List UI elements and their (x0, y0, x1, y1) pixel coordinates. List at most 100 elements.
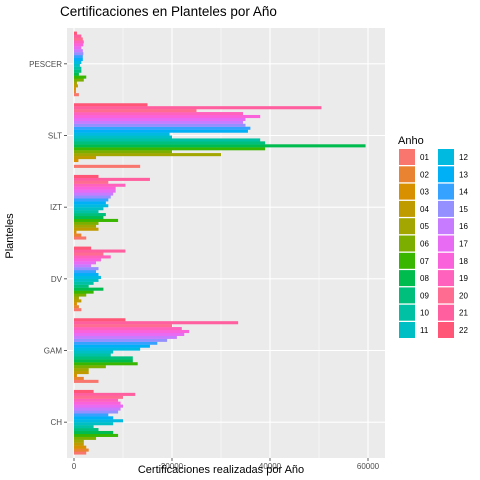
legend-label-10: 10 (420, 309, 429, 318)
bar-DV-05 (74, 296, 79, 300)
bar-GAM-22 (74, 318, 126, 322)
bar-DV-01 (74, 308, 82, 312)
bar-CH-06 (74, 436, 97, 440)
bar-SLT-04 (74, 156, 97, 160)
bar-DV-11 (74, 278, 99, 282)
bar-GAM-03 (74, 373, 77, 378)
bar-IZT-01 (74, 236, 87, 240)
bar-PESCER-07 (74, 75, 87, 79)
bar-IZT-17 (74, 189, 116, 193)
bar-IZT-12 (74, 204, 109, 208)
x-tick-label: 20000 (161, 462, 184, 471)
x-tick-label: 0 (72, 462, 77, 471)
bar-DV-14 (74, 270, 97, 274)
legend-key-01 (399, 149, 415, 165)
bar-CH-16 (74, 407, 121, 411)
bar-GAM-12 (74, 347, 141, 351)
bar-GAM-04 (74, 371, 89, 375)
legend-label-05: 05 (420, 222, 429, 231)
legend-key-04 (399, 200, 415, 217)
bar-DV-13 (74, 272, 99, 277)
legend-key-02 (399, 166, 415, 183)
bar-DV-18 (74, 258, 101, 262)
legend-label-20: 20 (459, 291, 468, 300)
bar-IZT-09 (74, 213, 106, 217)
bar-SLT-14 (74, 126, 251, 130)
bar-PESCER-18 (74, 43, 84, 47)
bar-CH-12 (74, 419, 123, 423)
bar-GAM-08 (74, 359, 133, 363)
legend-label-12: 12 (459, 153, 468, 162)
bar-GAM-17 (74, 332, 185, 336)
bar-SLT-08 (74, 144, 366, 148)
bar-GAM-14 (74, 341, 158, 345)
bar-DV-07 (74, 290, 94, 294)
legend-label-03: 03 (420, 188, 429, 197)
bar-GAM-06 (74, 365, 106, 369)
x-axis-title: Certificaciones realizadas por Año (138, 464, 304, 476)
bar-CH-19 (74, 398, 119, 402)
bar-DV-03 (74, 302, 77, 306)
y-axis: CH GAM DV IZT SLT PESCER (29, 60, 67, 427)
legend: 01 02 03 04 05 06 07 08 09 10 11 12 13 14 15 16 17 18 19 20… (399, 149, 468, 338)
bar-SLT-11 (74, 135, 172, 139)
bar-SLT-07 (74, 147, 266, 151)
bar-GAM-02 (74, 376, 84, 380)
bar-SLT-06 (74, 150, 172, 154)
legend-label-08: 08 (420, 274, 429, 283)
bar-CH-20 (74, 395, 123, 399)
bar-PESCER-14 (74, 55, 83, 59)
bar-IZT-22 (74, 174, 99, 178)
bar-SLT-03 (74, 158, 79, 163)
y-tick-label-IZT: IZT (50, 203, 62, 212)
bar-PESCER-16 (74, 49, 83, 53)
bar-DV-08 (74, 287, 104, 291)
plot-panel (67, 28, 385, 458)
legend-key-05 (399, 218, 415, 235)
bar-GAM-16 (74, 335, 177, 339)
bar-SLT-01 (74, 164, 141, 168)
bar-GAM-05 (74, 368, 89, 372)
bar-GAM-13 (74, 344, 150, 348)
legend-key-21 (438, 304, 454, 321)
bar-GAM-15 (74, 338, 168, 342)
bar-CH-05 (74, 439, 84, 443)
legend-key-11 (399, 322, 415, 338)
bar-DV-15 (74, 267, 99, 271)
bar-CH-01 (74, 451, 87, 455)
legend-key-17 (438, 235, 454, 252)
bar-PESCER-15 (74, 52, 84, 56)
legend-key-18 (438, 252, 454, 269)
chart-title: Certificaciones en Planteles por Año (60, 4, 277, 19)
bar-DV-22 (74, 246, 92, 250)
bar-SLT-21 (74, 106, 322, 110)
bar-PESCER-08 (74, 72, 79, 76)
bar-PESCER-13 (74, 57, 83, 62)
legend-key-16 (438, 218, 454, 235)
y-tick-label-SLT: SLT (48, 132, 62, 141)
bar-PESCER-20 (74, 37, 83, 41)
bar-SLT-20 (74, 109, 197, 113)
bar-SLT-22 (74, 103, 148, 107)
legend-key-19 (438, 270, 454, 287)
bar-IZT-21 (74, 177, 150, 181)
legend-key-07 (399, 252, 415, 269)
bar-GAM-18 (74, 329, 190, 334)
legend-key-10 (399, 304, 415, 321)
bar-CH-21 (74, 392, 136, 396)
bar-DV-04 (74, 299, 82, 303)
bar-IZT-18 (74, 186, 116, 190)
bar-CH-08 (74, 430, 114, 435)
y-tick-label-GAM: GAM (44, 347, 63, 356)
legend-key-13 (438, 166, 454, 183)
bar-SLT-12 (74, 132, 170, 136)
legend-label-18: 18 (459, 257, 468, 266)
legend-key-03 (399, 183, 415, 200)
bar-CH-15 (74, 410, 119, 414)
bar-DV-06 (74, 293, 87, 297)
legend-key-08 (399, 270, 415, 287)
bar-DV-12 (74, 275, 101, 279)
legend-label-17: 17 (459, 240, 468, 249)
bar-SLT-15 (74, 123, 246, 127)
